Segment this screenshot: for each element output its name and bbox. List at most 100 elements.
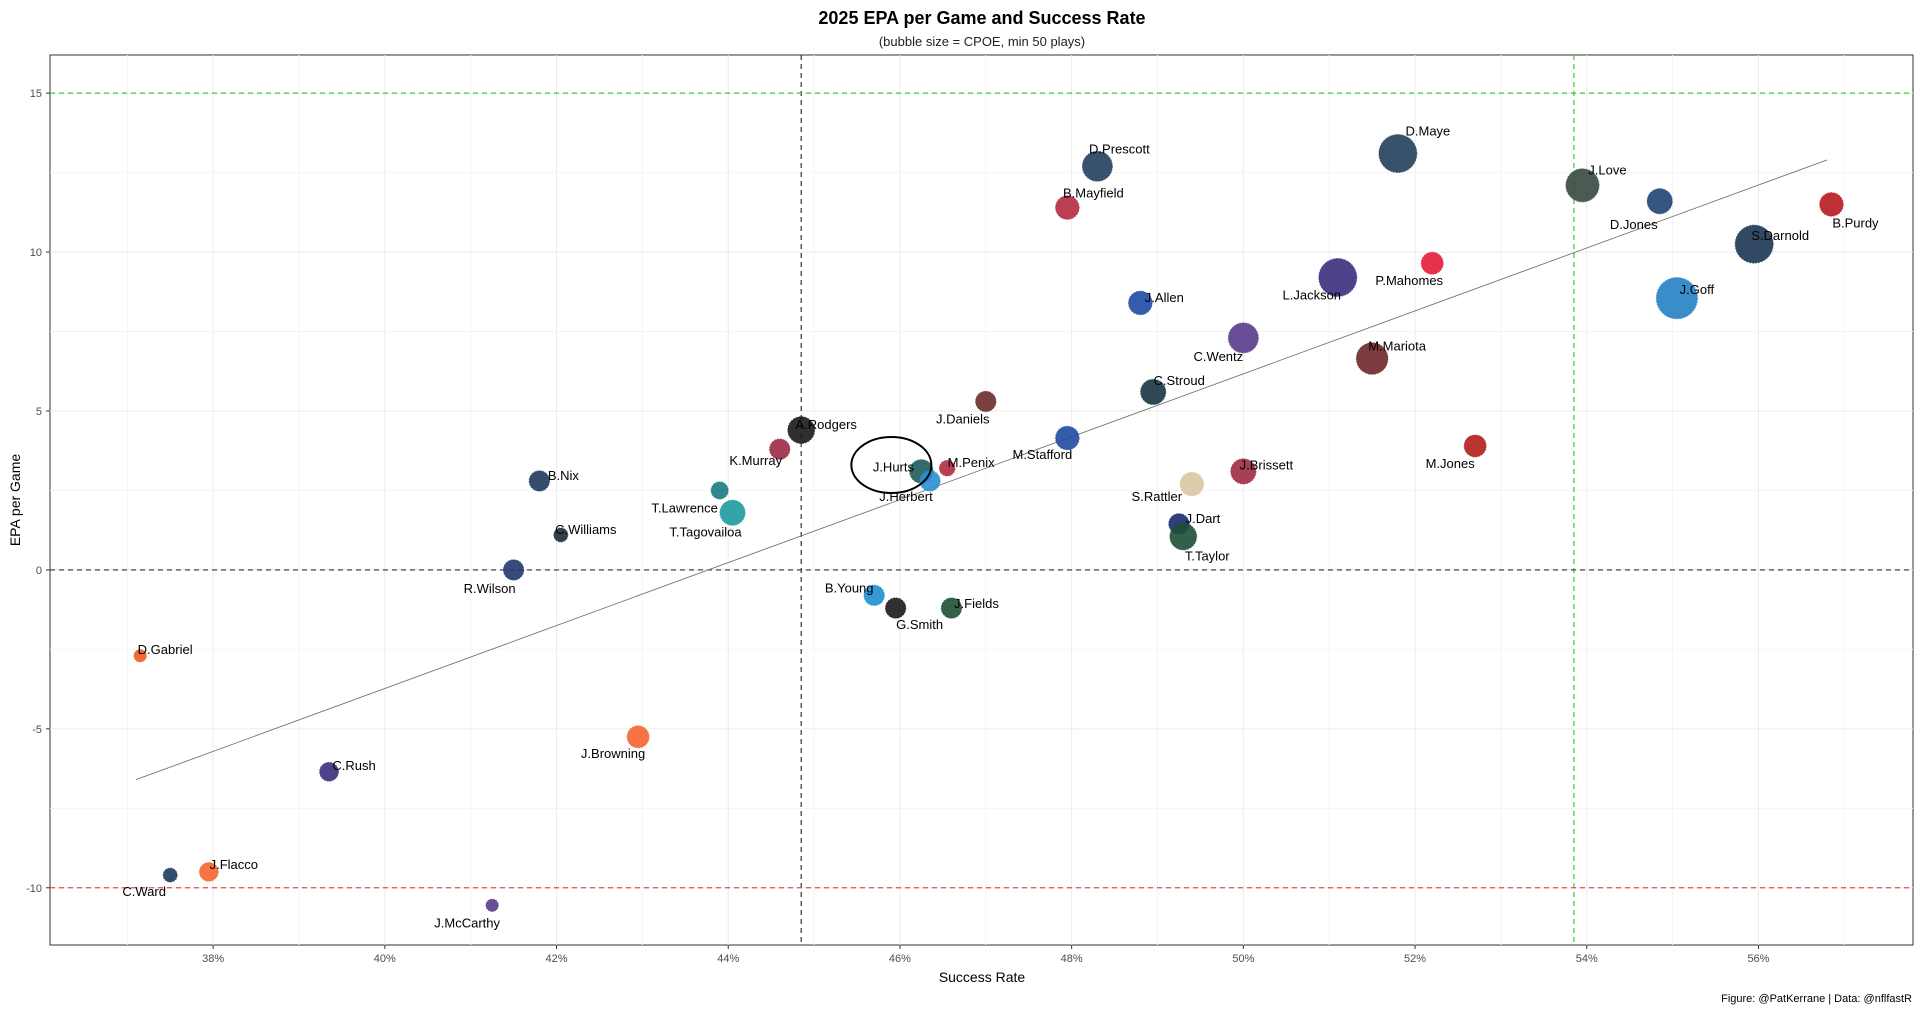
point-label: M.Penix [948,455,995,470]
point-b-purdy [1819,192,1844,217]
point-c-williams [553,527,569,543]
point-j-allen [1128,290,1153,316]
chart-caption: Figure: @PatKerrane | Data: @nflfastR [1721,993,1912,1005]
point-m-mariota [1355,342,1389,375]
point-j-goff [1655,277,1699,320]
point-g-smith [884,597,907,619]
point-m-penix [938,459,956,477]
point-j-love [1565,168,1600,203]
chart-title: 2025 EPA per Game and Success Rate [818,8,1145,28]
point-label: M.Jones [1426,456,1476,471]
point-label: G.Smith [896,617,943,632]
y-axis-title: EPA per Game [7,454,23,547]
point-b-mayfield [1055,195,1080,220]
point-label: D.Gabriel [138,642,193,657]
point-d-jones [1646,188,1673,215]
x-tick-label: 50% [1232,953,1254,965]
highlight-ellipse [850,436,933,495]
x-tick-label: 38% [202,953,224,965]
point-a-rodgers [787,416,816,444]
point-label: J.Browning [581,746,645,761]
x-axis-title: Success Rate [939,969,1026,985]
point-label: D.Prescott [1089,141,1150,156]
point-label: K.Murray [729,453,782,468]
point-b-nix [528,470,551,492]
point-t-tagovailoa [719,499,746,526]
point-j-daniels [975,390,997,413]
point-label: J.Hurts [873,459,915,474]
point-label: J.Love [1588,162,1626,177]
x-tick-label: 46% [889,953,911,965]
x-tick-label: 42% [546,953,568,965]
plot-panel [49,54,1914,946]
point-c-wentz [1227,322,1259,354]
x-tick-label: 44% [717,953,739,965]
point-d-gabriel [133,649,147,663]
point-label: J.Daniels [936,411,990,426]
y-tick-label: 5 [36,406,42,418]
data-points [133,134,1844,912]
reference-lines [50,55,1913,945]
point-s-darnold [1734,224,1774,264]
point-label: L.Jackson [1283,288,1342,303]
point-d-maye [1378,134,1418,174]
point-label: B.Young [825,580,874,595]
point-label: D.Maye [1405,124,1450,139]
x-tick-label: 52% [1404,953,1426,965]
point-t-taylor [1169,522,1198,551]
point-label: B.Purdy [1832,215,1879,230]
y-tick-label: 10 [30,247,42,259]
point-label: C.Stroud [1154,373,1205,388]
point-label: C.Wentz [1194,349,1244,364]
point-k-murray [769,438,791,460]
point-j-brissett [1230,458,1257,485]
point-m-stafford [1055,425,1080,451]
point-label: T.Tagovailoa [669,525,742,540]
trend-line-group [135,159,1828,781]
point-label: P.Mahomes [1375,273,1443,288]
point-b-young [863,584,885,607]
point-label: S.Rattler [1132,489,1183,504]
point-label: J.McCarthy [434,915,500,930]
point-c-rush [319,761,339,782]
point-label: M.Mariota [1368,339,1427,354]
point-c-ward [162,867,178,883]
point-d-prescott [1081,150,1113,182]
y-tick-label: 0 [36,565,42,577]
point-l-jackson [1318,258,1358,297]
point-p-mahomes [1420,251,1444,275]
y-tick-label: 15 [30,88,42,100]
point-j-browning [626,725,650,749]
trend-line [135,159,1828,781]
point-label: S.Darnold [1751,228,1809,243]
point-j-mccarthy [485,898,499,912]
point-labels: D.Maye D.Prescott J.Love D.Jones B.Purdy B.Ma… [122,124,1879,931]
point-m-jones [1463,434,1487,458]
point-label: J.Allen [1145,290,1184,305]
point-label: B.Mayfield [1063,186,1124,201]
point-j-flacco [198,861,219,882]
axis-ticks: 38% 40% 42% 44% 46% 48% 50% 52% 54% 56% -10 -5 0 5 10 1… [26,88,1770,965]
x-tick-label: 54% [1576,953,1598,965]
point-label: B.Nix [548,468,580,483]
highlight [850,436,933,495]
point-label: J.Goff [1680,282,1715,297]
point-c-stroud [1140,378,1167,406]
x-tick-label: 56% [1747,953,1769,965]
point-label: M.Stafford [1012,447,1072,462]
point-label: T.Lawrence [651,500,717,515]
y-tick-label: -10 [26,883,42,895]
point-label: C.Rush [332,758,375,773]
y-tick-label: -5 [32,724,42,736]
point-t-lawrence [710,481,729,500]
point-label: J.Brissett [1240,457,1294,472]
point-j-fields [940,597,963,619]
point-label: A.Rodgers [795,417,857,432]
point-label: J.Dart [1186,511,1221,526]
point-label: T.Taylor [1185,549,1230,564]
x-tick-label: 40% [374,953,396,965]
point-label: J.Fields [954,596,999,611]
point-label: D.Jones [1610,217,1658,232]
point-j-herbert [919,470,941,492]
